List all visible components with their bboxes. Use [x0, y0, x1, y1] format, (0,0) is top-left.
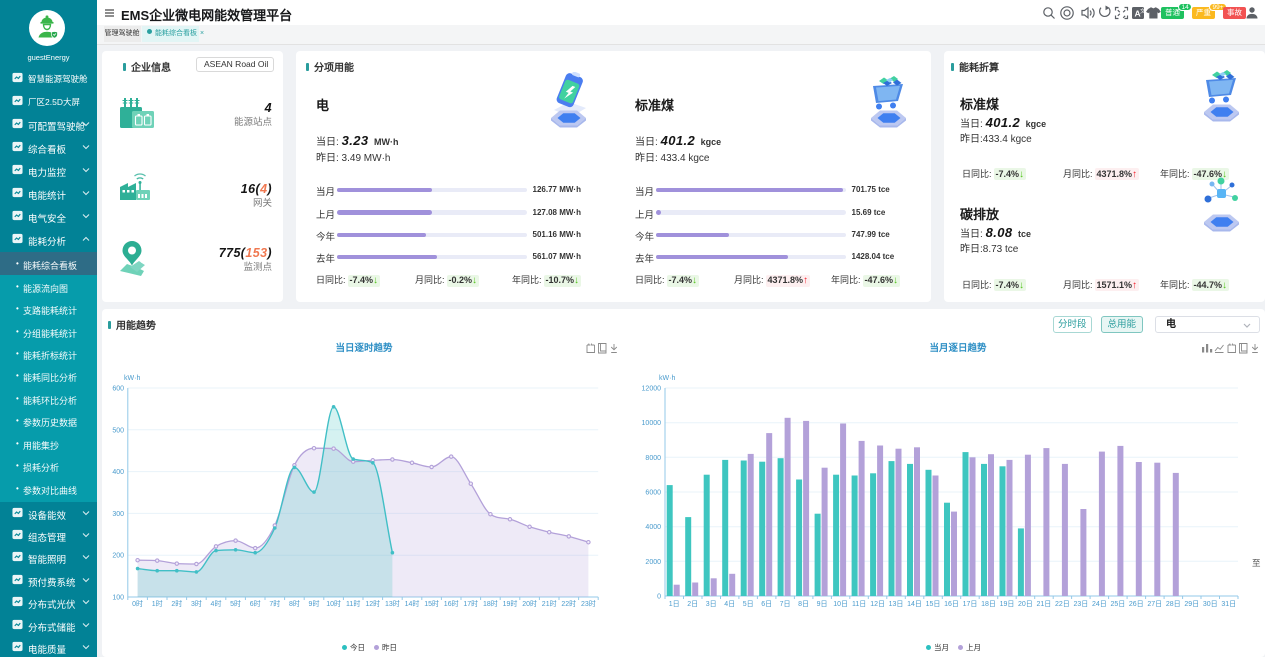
svg-text:5日: 5日 [743, 600, 754, 608]
svg-text:18日: 18日 [981, 600, 996, 608]
svg-text:10日: 10日 [833, 600, 848, 608]
svg-text:15时: 15时 [424, 599, 439, 608]
svg-text:6000: 6000 [645, 490, 661, 497]
svg-text:4000: 4000 [645, 524, 661, 531]
svg-text:28日: 28日 [1166, 600, 1181, 608]
svg-text:8时: 8时 [289, 599, 300, 608]
svg-text:1日: 1日 [669, 600, 680, 608]
svg-text:19日: 19日 [1000, 600, 1015, 608]
svg-text:11日: 11日 [852, 600, 866, 608]
svg-text:3时: 3时 [191, 599, 202, 608]
svg-text:14日: 14日 [907, 600, 922, 608]
svg-text:1时: 1时 [152, 599, 163, 608]
svg-text:22时: 22时 [561, 599, 576, 608]
svg-text:20日: 20日 [1018, 600, 1033, 608]
svg-text:2000: 2000 [645, 559, 661, 566]
svg-text:27日: 27日 [1147, 600, 1162, 608]
svg-text:5时: 5时 [230, 599, 241, 608]
svg-text:500: 500 [112, 427, 124, 434]
svg-text:600: 600 [112, 386, 124, 393]
svg-text:7时: 7时 [269, 599, 280, 608]
svg-text:25日: 25日 [1111, 600, 1126, 608]
svg-text:26日: 26日 [1129, 600, 1144, 608]
svg-text:23时: 23时 [581, 599, 596, 608]
svg-text:2日: 2日 [687, 600, 698, 608]
svg-text:kW·h: kW·h [659, 375, 675, 382]
svg-text:31日: 31日 [1221, 600, 1236, 608]
svg-text:29日: 29日 [1184, 600, 1199, 608]
svg-text:13日: 13日 [889, 600, 904, 608]
svg-text:17时: 17时 [463, 599, 478, 608]
svg-text:8日: 8日 [798, 600, 809, 608]
svg-text:20时: 20时 [522, 599, 537, 608]
svg-text:8000: 8000 [645, 455, 661, 462]
svg-text:kW·h: kW·h [124, 375, 140, 382]
svg-text:13时: 13时 [385, 599, 400, 608]
svg-text:15日: 15日 [926, 600, 941, 608]
svg-text:6时: 6时 [250, 599, 261, 608]
svg-text:16时: 16时 [444, 599, 459, 608]
svg-text:7日: 7日 [780, 600, 791, 608]
svg-text:12时: 12时 [365, 599, 380, 608]
svg-text:4日: 4日 [724, 600, 735, 608]
svg-text:10000: 10000 [642, 420, 662, 427]
svg-text:A: A [1135, 9, 1141, 19]
svg-text:21日: 21日 [1037, 600, 1052, 608]
svg-text:19时: 19时 [503, 599, 518, 608]
svg-text:200: 200 [112, 553, 124, 560]
svg-text:300: 300 [112, 511, 124, 518]
svg-text:0: 0 [657, 594, 661, 601]
svg-text:16日: 16日 [944, 600, 959, 608]
svg-text:12000: 12000 [642, 386, 662, 393]
svg-text:17日: 17日 [963, 600, 978, 608]
svg-text:0时: 0时 [132, 599, 143, 608]
svg-text:文: 文 [1140, 7, 1146, 15]
svg-text:100: 100 [112, 595, 124, 602]
svg-text:6日: 6日 [761, 600, 772, 608]
svg-text:24日: 24日 [1092, 600, 1107, 608]
svg-text:14时: 14时 [405, 599, 420, 608]
svg-text:9日: 9日 [817, 600, 828, 608]
svg-text:23日: 23日 [1074, 600, 1089, 608]
svg-text:9时: 9时 [309, 599, 320, 608]
svg-text:4时: 4时 [211, 599, 222, 608]
svg-text:21时: 21时 [542, 599, 557, 608]
svg-text:10时: 10时 [326, 599, 341, 608]
svg-text:18时: 18时 [483, 599, 498, 608]
svg-text:11时: 11时 [346, 599, 360, 608]
svg-text:400: 400 [112, 469, 124, 476]
svg-text:3日: 3日 [706, 600, 717, 608]
svg-text:22日: 22日 [1055, 600, 1070, 608]
svg-text:2时: 2时 [171, 599, 182, 608]
svg-text:30日: 30日 [1203, 600, 1218, 608]
svg-text:12日: 12日 [870, 600, 885, 608]
